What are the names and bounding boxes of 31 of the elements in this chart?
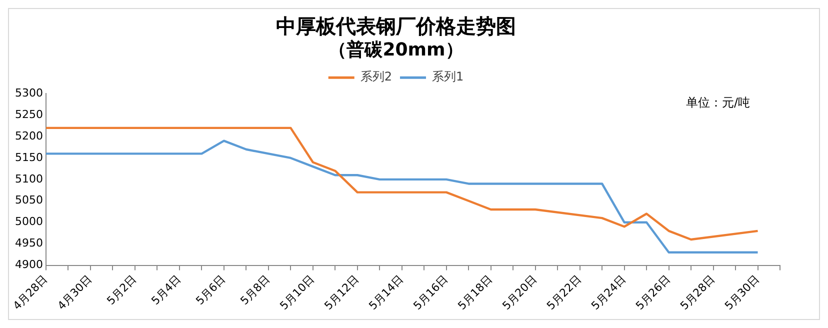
y-tick-label: 5100 bbox=[14, 172, 43, 186]
x-tick-label: 5月22日 bbox=[544, 272, 584, 312]
x-tick-label: 5月4日 bbox=[148, 272, 184, 308]
x-tick-label: 5月26日 bbox=[633, 272, 673, 312]
x-tick-label: 5月16日 bbox=[410, 272, 451, 312]
y-tick-label: 5300 bbox=[14, 86, 43, 100]
x-tick-label: 5月18日 bbox=[455, 272, 495, 312]
x-tick-label: 5月14日 bbox=[366, 272, 406, 312]
x-tick-label: 5月6日 bbox=[193, 272, 228, 308]
x-tick-label: 5月24日 bbox=[588, 272, 628, 312]
x-tick-label: 4月28日 bbox=[10, 272, 50, 312]
y-tick-label: 5250 bbox=[14, 108, 43, 121]
y-tick-label: 5000 bbox=[14, 215, 43, 228]
y-tick-label: 4900 bbox=[14, 258, 43, 272]
x-tick-label: 4月30日 bbox=[55, 272, 95, 312]
annotation: 单位：元/吨 bbox=[686, 96, 750, 110]
y-tick-label: 5200 bbox=[14, 129, 43, 142]
legend-label: 系列2 bbox=[360, 70, 392, 84]
x-tick-label: 5月28日 bbox=[678, 272, 718, 312]
x-tick-label: 5月8日 bbox=[238, 272, 273, 308]
x-tick-label: 5月30日 bbox=[722, 272, 762, 312]
y-tick-label: 4950 bbox=[14, 236, 43, 250]
x-tick-label: 5月2日 bbox=[104, 272, 140, 308]
y-tick-label: 5150 bbox=[14, 150, 43, 164]
x-tick-label: 5月10日 bbox=[277, 272, 318, 312]
x-tick-label: 5月12日 bbox=[322, 272, 362, 312]
x-tick-label: 5月20日 bbox=[500, 272, 540, 312]
y-tick-label: 5050 bbox=[14, 194, 43, 207]
legend-label: 系列1 bbox=[432, 70, 464, 84]
chart-subtitle: （普碳20mm） bbox=[328, 39, 464, 60]
chart-title: 中厚板代表钢厂价格走势图 bbox=[276, 14, 516, 38]
